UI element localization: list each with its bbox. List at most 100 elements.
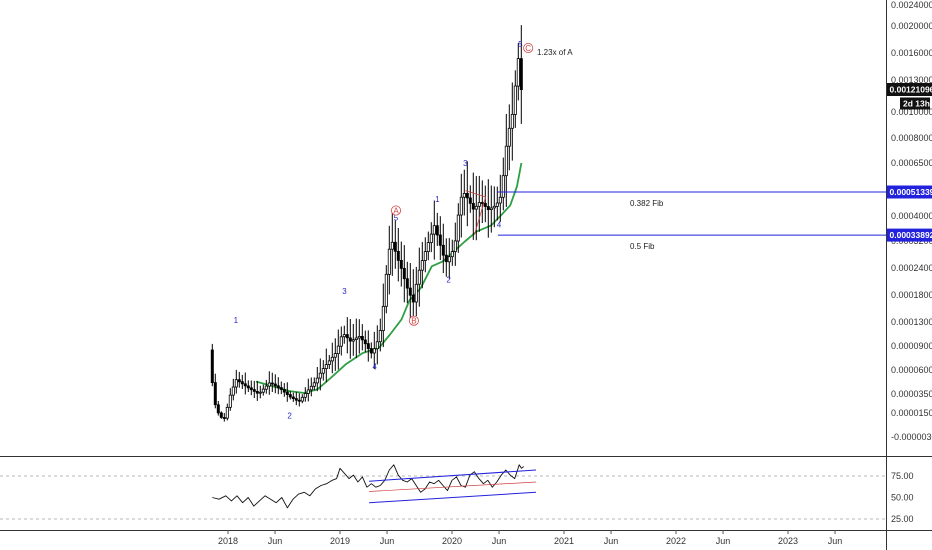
candle-body (357, 335, 361, 339)
rsi-axis[interactable]: 75.00 50.00 25.00 (891, 471, 914, 524)
countdown-label: 2d 13h (903, 99, 930, 109)
candle-body (231, 386, 235, 396)
candle-body (243, 383, 247, 387)
rsi-pane[interactable] (0, 457, 886, 530)
candle-body (330, 356, 334, 362)
moving-average-line (255, 162, 523, 394)
candle-body (468, 197, 472, 204)
wave-abc-label: C (525, 44, 531, 53)
candle-body (444, 254, 448, 263)
price-tick-label: 0.00001500 (891, 408, 932, 418)
rsi-tick-label: 75.00 (891, 471, 914, 481)
candle-body (420, 260, 424, 271)
candle-body (336, 345, 340, 355)
candle-body (381, 305, 385, 331)
rsi-channel-line (369, 469, 537, 482)
candle-body (453, 240, 457, 252)
candle-body (228, 394, 232, 408)
moving-average-layer (255, 162, 523, 394)
rsi-layer (0, 464, 886, 520)
candle-body (429, 233, 433, 244)
countdown-tag (900, 97, 930, 110)
time-tick-label: Jun (716, 536, 731, 546)
candle-body (297, 399, 301, 402)
candle-body (327, 360, 331, 365)
time-tick-label: 2021 (554, 536, 574, 546)
candle-body (249, 387, 253, 390)
candle-body (483, 202, 487, 207)
candle-body (234, 379, 238, 388)
price-tags-layer: 0.00121096 2d 13h 0.00051339 0.00033892 (887, 83, 932, 242)
candle-body (384, 273, 388, 307)
candle-body (267, 382, 271, 387)
candle-body (510, 114, 514, 129)
candle-body (498, 196, 502, 204)
candle-body (219, 412, 223, 418)
rsi-tick-label: 50.00 (891, 493, 914, 503)
rsi-channel-line (369, 491, 537, 504)
candle-body (354, 337, 358, 341)
candle-body (423, 251, 427, 262)
candle-body (489, 207, 493, 211)
candle-body (348, 337, 352, 342)
rsi-channel-midline (369, 481, 537, 492)
fib-levels-layer[interactable]: 0.382 Fib 0.5 Fib (497, 191, 886, 251)
candle-body (438, 234, 442, 246)
candle-body (426, 242, 430, 253)
candle-body (516, 58, 520, 87)
candle-body (414, 283, 418, 303)
time-axis[interactable]: 2018 Jun 2019 Jun 2020 Jun 2021 Jun 2022 Jun 2023 J… (218, 530, 842, 546)
time-tick-label: Jun (492, 536, 507, 546)
candle-body (240, 381, 244, 385)
candle-body (315, 377, 319, 384)
candle-body (303, 393, 307, 398)
candle-body (372, 348, 376, 354)
fib-level-label: 0.382 Fib (630, 199, 664, 208)
candle-body (411, 294, 415, 303)
candle-body (309, 385, 313, 391)
candle-body (351, 339, 355, 342)
rsi-line (212, 464, 524, 509)
candle-body (513, 85, 517, 115)
candle-body (366, 343, 370, 349)
candle-body (237, 379, 241, 383)
candle-body (360, 335, 364, 341)
candle-body (399, 259, 403, 269)
candle-body (279, 387, 283, 390)
candle-body (393, 241, 397, 252)
candle-body (447, 256, 451, 263)
candle-body (441, 244, 445, 256)
fib-level-label: 0.5 Fib (630, 242, 655, 251)
candle-body (375, 341, 379, 350)
candle-body (306, 389, 310, 394)
candle-body (369, 348, 373, 354)
candle-body (246, 385, 250, 389)
wave-label: 5 (518, 40, 523, 49)
candle-body (378, 330, 382, 343)
candle-body (261, 388, 265, 393)
candle-body (321, 368, 325, 374)
candle-body (504, 145, 508, 177)
wave-circle-marker (523, 43, 534, 54)
wave-label: 4 (372, 363, 377, 372)
wave-abc-label: A (393, 206, 399, 215)
candle-body (474, 205, 478, 210)
candle-body (432, 225, 436, 235)
candle-body (342, 334, 346, 338)
wave-triangle-drawing (465, 190, 487, 235)
price-tag (887, 185, 932, 199)
price-tag-label: 0.00051339 (890, 187, 932, 197)
wave-label: 1 (435, 195, 440, 204)
